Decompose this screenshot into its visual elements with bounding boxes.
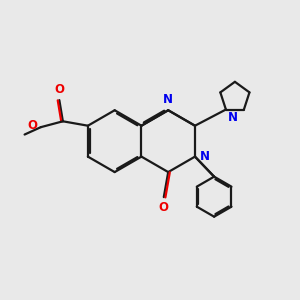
Text: N: N	[227, 111, 237, 124]
Text: N: N	[163, 93, 173, 106]
Text: O: O	[28, 119, 38, 132]
Text: O: O	[159, 201, 169, 214]
Text: O: O	[54, 83, 64, 96]
Text: N: N	[200, 150, 210, 163]
